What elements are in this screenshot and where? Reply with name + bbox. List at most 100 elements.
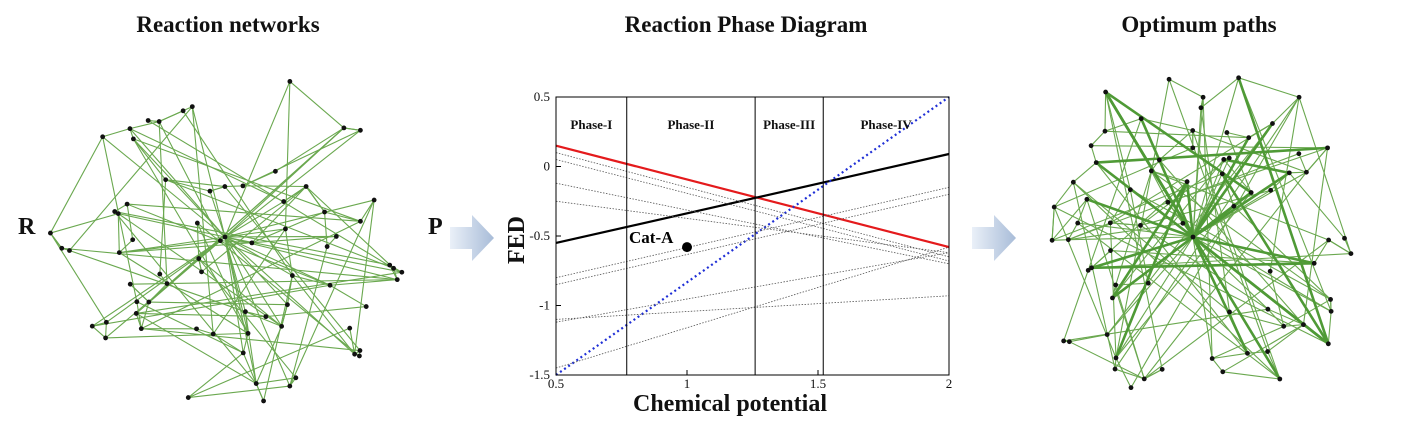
network-node xyxy=(1348,251,1354,257)
optimum-path-edge xyxy=(1237,77,1330,345)
network-edge xyxy=(281,304,288,327)
network-node xyxy=(222,184,228,189)
axis-ticks: 0.5 1 1.5 2 0.5 0 -0.5 -1 -1.5 xyxy=(529,89,952,391)
network-node xyxy=(283,226,288,232)
network-node xyxy=(1104,332,1110,338)
optimum-paths-title: Optimum paths xyxy=(1121,12,1277,37)
network-node xyxy=(1103,89,1109,95)
network-edge xyxy=(1283,298,1331,327)
network-edge xyxy=(220,240,252,244)
network-node xyxy=(1166,76,1172,82)
network-edge xyxy=(114,211,257,384)
network-node xyxy=(1145,280,1151,286)
phase-label: Phase-II xyxy=(667,117,714,132)
network-node xyxy=(89,323,95,329)
network-edge xyxy=(1267,308,1304,326)
network-edge xyxy=(1167,147,1328,203)
phase-label: Phase-IV xyxy=(860,117,912,132)
network-node xyxy=(1277,376,1283,382)
network-edge xyxy=(1104,92,1107,132)
network-node xyxy=(1113,282,1119,288)
network-edge xyxy=(136,301,244,354)
network-node xyxy=(1281,323,1287,329)
network-node xyxy=(196,256,202,261)
network-edge xyxy=(329,284,367,308)
network-node xyxy=(1245,350,1250,356)
network-node xyxy=(1102,128,1108,134)
network-edge xyxy=(1063,308,1268,342)
network-node xyxy=(1209,356,1215,361)
network-node xyxy=(157,271,163,277)
series-line-dotted-blue xyxy=(555,96,950,376)
x-tick-label: 2 xyxy=(946,376,953,391)
network-edge xyxy=(1105,91,1131,190)
network-edge xyxy=(198,258,297,379)
network-edge xyxy=(224,201,284,238)
network-edge xyxy=(105,322,107,338)
network-edge xyxy=(1233,205,1331,300)
network-edge xyxy=(1150,170,1169,203)
network-node xyxy=(253,381,259,386)
network-edge xyxy=(1212,352,1248,360)
network-node xyxy=(249,240,255,246)
network-edge xyxy=(1269,271,1285,327)
network-edge xyxy=(1226,131,1249,139)
network-node xyxy=(1113,355,1119,361)
optimum-path-edge xyxy=(1091,261,1315,270)
network-node xyxy=(287,383,293,389)
network-node xyxy=(180,108,186,114)
network-edge xyxy=(305,186,394,269)
network-node xyxy=(1128,385,1134,391)
network-node xyxy=(352,351,358,357)
network-edge xyxy=(275,127,345,172)
product-label: P xyxy=(428,214,443,240)
network-edge xyxy=(224,199,375,238)
optimum-path-edge xyxy=(1111,181,1189,299)
network-edge xyxy=(141,220,361,330)
network-node xyxy=(394,277,400,283)
network-edge xyxy=(1087,118,1142,271)
optimum-path-edge xyxy=(1104,91,1195,238)
network-edge xyxy=(118,239,134,254)
network-node xyxy=(1165,199,1171,205)
network-edge xyxy=(119,235,337,254)
network-node xyxy=(1227,309,1232,315)
network-node xyxy=(240,183,246,189)
network-edge xyxy=(1151,170,1188,183)
network-node xyxy=(1200,94,1206,100)
y-tick-label: -1 xyxy=(539,298,550,313)
network-edge xyxy=(1283,324,1304,327)
network-edge xyxy=(1110,222,1141,226)
network-edge xyxy=(289,81,345,129)
network-node xyxy=(1112,366,1118,372)
network-node xyxy=(1198,105,1204,111)
network-edge xyxy=(1053,206,1329,345)
network-edge xyxy=(324,211,361,222)
network-node xyxy=(1066,339,1072,345)
network-edge xyxy=(242,333,249,354)
network-node xyxy=(293,375,299,381)
network-edge xyxy=(224,236,331,286)
network-node xyxy=(363,304,369,309)
network-edge xyxy=(1192,97,1204,238)
network-edge xyxy=(1192,129,1307,173)
network-node xyxy=(285,302,290,308)
network-node xyxy=(1301,322,1306,328)
network-edge xyxy=(245,311,282,327)
network-edge xyxy=(1140,224,1269,310)
network-edge xyxy=(209,186,226,192)
network-node xyxy=(127,281,133,287)
network-node xyxy=(1107,220,1113,226)
network-node xyxy=(387,262,393,268)
network-edge xyxy=(1143,171,1307,380)
network-edge xyxy=(224,236,291,387)
network-edge xyxy=(1104,118,1142,132)
optimum-path-edge xyxy=(1185,181,1195,238)
network-node xyxy=(103,335,108,341)
network-node xyxy=(133,311,139,316)
network-edge xyxy=(354,199,375,355)
network-node xyxy=(358,218,363,224)
network-node xyxy=(163,177,169,183)
network-edge xyxy=(224,236,244,353)
